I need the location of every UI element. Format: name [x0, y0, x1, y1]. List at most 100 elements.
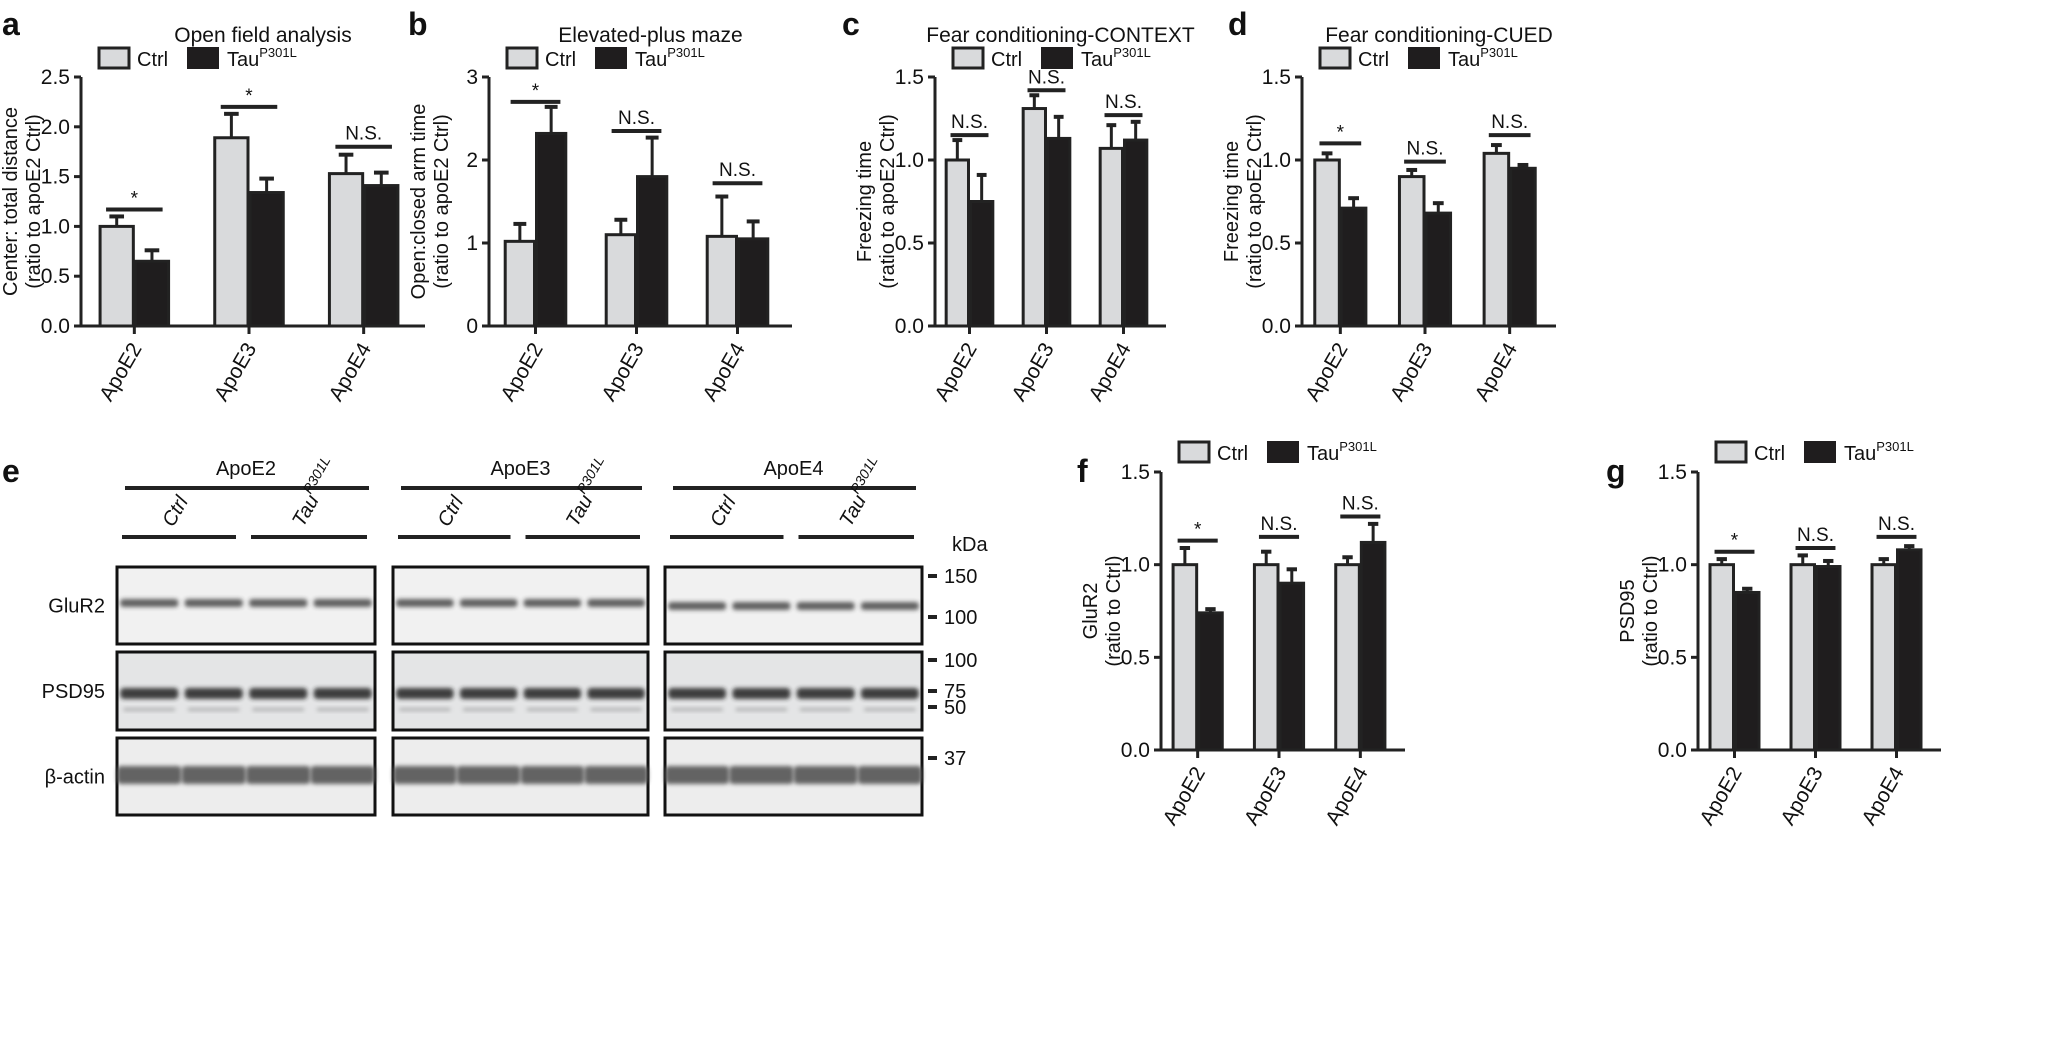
x-tick-label: ApoE2 [930, 339, 981, 405]
legend-label-tau: TauP301L [1081, 45, 1151, 71]
y-tick-label: 0.5 [1658, 646, 1687, 669]
bar-ctrl-ApoE4 [327, 172, 365, 328]
y-tick-label: 1.0 [41, 215, 70, 238]
protein-band-minor [252, 708, 305, 711]
protein-band [665, 766, 730, 784]
significance-label: * [532, 81, 540, 102]
y-tick-label: 0.0 [1121, 739, 1150, 762]
panel-letter: g [1606, 453, 1626, 489]
chart-title: Fear conditioning-CONTEXT [926, 24, 1195, 47]
y-tick-label: 1.5 [895, 66, 924, 89]
legend: Ctrl TauP301L [1714, 439, 1914, 465]
significance-label: N.S. [1797, 525, 1834, 546]
protein-band [523, 688, 582, 699]
bar-ctrl-ApoE4 [1482, 151, 1511, 328]
bar-tau-ApoE4 [1509, 166, 1537, 328]
significance-label: * [131, 188, 139, 209]
bar-ctrl-ApoE3 [1021, 107, 1047, 328]
y-tick-label: 2 [466, 149, 478, 172]
y-tick-label: 0.0 [41, 315, 70, 338]
protein-band [732, 602, 791, 610]
x-tick-label: ApoE3 [1776, 763, 1827, 829]
blot-condition-label: TauP301L [557, 453, 618, 530]
bar-tau-ApoE3 [1815, 565, 1842, 752]
protein-band-minor [316, 708, 369, 711]
y-tick-label: 1.5 [41, 166, 70, 189]
y-tick-label: 0.0 [1658, 739, 1687, 762]
protein-band [860, 602, 919, 610]
bar-ctrl-ApoE2 [1171, 563, 1199, 752]
protein-band [668, 602, 727, 610]
legend: Ctrl TauP301L [97, 45, 297, 71]
y-tick-label: 1.5 [1262, 66, 1291, 89]
significance-label: N.S. [951, 112, 988, 133]
legend-swatch-tau [1804, 441, 1836, 463]
significance-label: N.S. [1028, 67, 1065, 88]
protein-band [120, 688, 179, 699]
protein-band [729, 766, 794, 784]
significance-label: N.S. [618, 108, 655, 129]
x-tick-label: ApoE2 [1695, 763, 1746, 829]
bar-tau-ApoE2 [1197, 611, 1224, 752]
y-axis-label-unit: (ratio to Ctrl) [1103, 555, 1125, 666]
significance-label: N.S. [1105, 92, 1142, 113]
x-tick-label: ApoE2 [496, 339, 547, 405]
legend-swatch-ctrl [1177, 440, 1211, 464]
marker-label: 100 [944, 607, 977, 629]
panel-letter: b [408, 6, 428, 42]
legend-label-ctrl: Ctrl [1754, 443, 1785, 465]
chart-panel-f: f Ctrl TauP301L 0.0 0.5 1.0 1.5 GluR2 (ratio to … [1077, 439, 1405, 829]
legend-label-ctrl: Ctrl [1217, 443, 1248, 465]
blot-group-label: ApoE3 [490, 458, 550, 480]
protein-band-minor [123, 708, 176, 711]
x-tick-label: ApoE3 [210, 339, 261, 405]
y-axis-label-unit: (ratio to Ctrl) [1640, 555, 1662, 666]
protein-band [393, 766, 457, 784]
bar-tau-ApoE4 [1123, 138, 1149, 328]
blot-row-label: GluR2 [48, 596, 105, 618]
y-axis-label: Open:closed arm time [408, 104, 430, 300]
bar-tau-ApoE2 [1339, 206, 1368, 328]
bar-ctrl-ApoE4 [1334, 563, 1361, 752]
blot-condition-label: TauP301L [830, 453, 891, 530]
x-tick-label: ApoE3 [597, 339, 648, 405]
legend-swatch-tau [187, 47, 219, 69]
blot-condition-label: Ctrl [706, 492, 741, 530]
panel-letter: e [2, 453, 20, 489]
blot-group-label: ApoE2 [216, 458, 276, 480]
y-tick-label: 0.0 [1262, 315, 1291, 338]
y-axis-label: PSD95 [1617, 579, 1639, 642]
y-tick-label: 1.5 [1121, 461, 1150, 484]
legend-swatch-tau [1041, 47, 1073, 69]
legend-label-tau: TauP301L [227, 45, 297, 71]
bar-ctrl-ApoE2 [1708, 563, 1736, 752]
marker-label: 75 [944, 681, 966, 703]
y-tick-label: 0.5 [1262, 232, 1291, 255]
x-tick-label: ApoE4 [1321, 763, 1373, 829]
chart-title: Open field analysis [174, 24, 351, 47]
protein-band [117, 766, 182, 784]
bar-tau-ApoE2 [969, 200, 995, 328]
y-tick-label: 1.0 [1262, 149, 1291, 172]
y-tick-label: 0.5 [1121, 646, 1150, 669]
bar-ctrl-ApoE3 [1397, 175, 1426, 328]
protein-band [520, 766, 585, 784]
bar-ctrl-ApoE4 [1098, 146, 1125, 328]
protein-band [523, 599, 582, 607]
bar-tau-ApoE3 [1278, 581, 1306, 752]
x-tick-label: ApoE4 [1084, 339, 1136, 405]
panel-letter: d [1228, 6, 1248, 42]
protein-band [313, 688, 372, 699]
legend-label-tau: TauP301L [1307, 439, 1377, 465]
protein-band [181, 766, 246, 784]
x-tick-label: ApoE4 [698, 339, 750, 405]
legend-swatch-tau [595, 47, 627, 69]
bar-tau-ApoE4 [1359, 540, 1387, 752]
marker-label: 37 [944, 748, 966, 770]
chart-panel-g: g Ctrl TauP301L 0.0 0.5 1.0 1.5 PSD95 (ratio to … [1606, 439, 1941, 829]
y-axis-label-unit: (ratio to apoE2 Ctrl) [1244, 114, 1266, 289]
protein-band [120, 599, 179, 607]
bar-ctrl-ApoE2 [1313, 158, 1341, 328]
marker-label: 150 [944, 566, 977, 588]
